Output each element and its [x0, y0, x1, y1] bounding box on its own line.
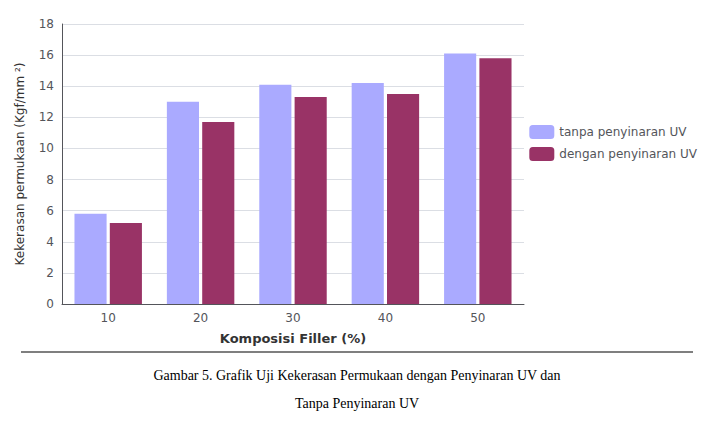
svg-text:14: 14 — [39, 79, 54, 93]
svg-text:4: 4 — [46, 235, 54, 249]
svg-text:Kekerasan permukaan (Kgf/mm ²): Kekerasan permukaan (Kgf/mm ²) — [13, 63, 27, 266]
svg-text:Komposisi Filler (%): Komposisi Filler (%) — [220, 331, 366, 346]
svg-text:10: 10 — [39, 141, 54, 155]
svg-text:16: 16 — [39, 48, 54, 62]
svg-text:30: 30 — [285, 311, 300, 325]
svg-text:0: 0 — [46, 297, 54, 311]
svg-text:20: 20 — [193, 311, 208, 325]
svg-text:10: 10 — [101, 311, 116, 325]
svg-text:Gambar 5. Grafik Uji Kekerasan: Gambar 5. Grafik Uji Kekerasan Permukaan… — [153, 368, 560, 383]
svg-text:18: 18 — [39, 17, 54, 31]
svg-text:Tanpa Penyinaran UV: Tanpa Penyinaran UV — [295, 396, 419, 411]
svg-text:tanpa penyinaran UV: tanpa penyinaran UV — [559, 125, 687, 139]
svg-text:2: 2 — [46, 266, 54, 280]
svg-text:40: 40 — [378, 311, 393, 325]
svg-text:12: 12 — [39, 110, 54, 124]
svg-text:8: 8 — [46, 173, 54, 187]
svg-text:6: 6 — [46, 204, 54, 218]
svg-text:dengan penyinaran UV: dengan penyinaran UV — [559, 147, 697, 161]
svg-text:50: 50 — [470, 311, 485, 325]
